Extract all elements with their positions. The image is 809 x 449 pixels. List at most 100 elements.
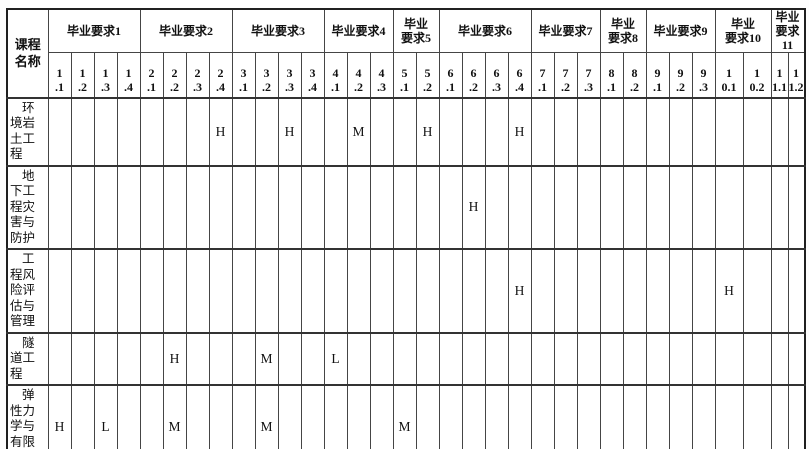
sub-req-header-6.4: 6 .4 <box>507 52 532 99</box>
matrix-cell-10.2 <box>742 384 772 449</box>
corner-header: 课程 名称 <box>6 8 49 98</box>
sub-req-header-3.4: 3 .4 <box>300 52 325 99</box>
matrix-cell-6.4: H <box>507 248 532 333</box>
matrix-cell-6.3 <box>484 97 509 166</box>
matrix-cell-9.2 <box>668 332 693 386</box>
matrix-cell-10.1 <box>714 165 744 250</box>
matrix-cell-9.2 <box>668 165 693 250</box>
matrix-cell-5.1 <box>392 332 417 386</box>
matrix-cell-8.1 <box>599 248 624 333</box>
matrix-cell-4.3 <box>369 97 394 166</box>
matrix-cell-6.4 <box>507 332 532 386</box>
matrix-cell-9.1 <box>645 97 670 166</box>
sub-req-header-9.3: 9 .3 <box>691 52 716 99</box>
matrix-cell-5.2 <box>415 165 440 250</box>
matrix-cell-2.2 <box>162 248 187 333</box>
course-name-cell: 地下工程灾害与防护 <box>6 165 49 250</box>
matrix-cell-7.3 <box>576 248 601 333</box>
matrix-cell-11.1 <box>770 165 789 250</box>
matrix-cell-6.3 <box>484 384 509 449</box>
matrix-cell-8.2 <box>622 332 647 386</box>
matrix-cell-10.2 <box>742 248 772 333</box>
matrix-cell-2.2: H <box>162 332 187 386</box>
sub-req-header-10.2: 1 0.2 <box>742 52 772 99</box>
matrix-cell-7.2 <box>553 165 578 250</box>
req-group-header-4: 毕业要求4 <box>323 8 394 53</box>
sub-req-header-3.1: 3 .1 <box>231 52 256 99</box>
matrix-cell-1.1 <box>47 332 72 386</box>
sub-req-header-11.1: 1 1.1 <box>770 52 789 99</box>
sub-req-header-6.3: 6 .3 <box>484 52 509 99</box>
sub-req-header-7.1: 7 .1 <box>530 52 555 99</box>
matrix-cell-9.1 <box>645 165 670 250</box>
matrix-cell-7.3 <box>576 332 601 386</box>
matrix-cell-10.2 <box>742 332 772 386</box>
matrix-cell-3.1 <box>231 248 256 333</box>
sub-req-header-4.1: 4 .1 <box>323 52 348 99</box>
matrix-cell-4.2 <box>346 384 371 449</box>
matrix-cell-8.1 <box>599 165 624 250</box>
matrix-cell-2.3 <box>185 248 210 333</box>
matrix-cell-4.1 <box>323 165 348 250</box>
matrix-cell-2.4 <box>208 384 233 449</box>
matrix-cell-4.1 <box>323 248 348 333</box>
matrix-cell-3.2 <box>254 248 279 333</box>
matrix-cell-6.3 <box>484 165 509 250</box>
matrix-cell-10.1 <box>714 332 744 386</box>
sub-req-header-2.1: 2 .1 <box>139 52 164 99</box>
sub-req-header-2.4: 2 .4 <box>208 52 233 99</box>
matrix-cell-1.4 <box>116 97 141 166</box>
matrix-cell-7.3 <box>576 384 601 449</box>
matrix-cell-10.1 <box>714 384 744 449</box>
matrix-cell-4.3 <box>369 332 394 386</box>
matrix-cell-3.2 <box>254 165 279 250</box>
matrix-cell-7.2 <box>553 332 578 386</box>
matrix-cell-2.3 <box>185 165 210 250</box>
matrix-cell-1.3: L <box>93 384 118 449</box>
sub-req-header-1.1: 1 .1 <box>47 52 72 99</box>
course-requirement-matrix: 课程 名称 毕业要求1 毕业要求2 毕业要求3 毕业要求4 毕业 要求5 毕业要求6 毕业要… <box>6 8 806 449</box>
sub-req-header-10.1: 1 0.1 <box>714 52 744 99</box>
sub-req-header-2.2: 2 .2 <box>162 52 187 99</box>
matrix-cell-3.1 <box>231 165 256 250</box>
table-row: 工程风险评估与管理 H H <box>6 248 805 333</box>
sub-req-header-9.2: 9 .2 <box>668 52 693 99</box>
table-row: 环境岩土工程 H H M H H <box>6 97 805 166</box>
matrix-cell-1.3 <box>93 248 118 333</box>
req-group-header-1: 毕业要求1 <box>47 8 141 53</box>
sub-req-header-1.2: 1 .2 <box>70 52 95 99</box>
matrix-cell-7.1 <box>530 165 555 250</box>
matrix-cell-9.1 <box>645 332 670 386</box>
matrix-cell-3.1 <box>231 97 256 166</box>
matrix-cell-2.3 <box>185 384 210 449</box>
group-header-row: 课程 名称 毕业要求1 毕业要求2 毕业要求3 毕业要求4 毕业 要求5 毕业要求6 毕业要… <box>6 8 805 98</box>
matrix-cell-7.1 <box>530 97 555 166</box>
matrix-cell-8.1 <box>599 332 624 386</box>
matrix-cell-9.3 <box>691 248 716 333</box>
sub-req-header-6.1: 6 .1 <box>438 52 463 99</box>
matrix-cell-8.2 <box>622 97 647 166</box>
sub-req-header-7.2: 7 .2 <box>553 52 578 99</box>
matrix-cell-6.1 <box>438 384 463 449</box>
matrix-cell-5.2: H <box>415 97 440 166</box>
matrix-cell-10.2 <box>742 165 772 250</box>
matrix-cell-1.4 <box>116 384 141 449</box>
matrix-cell-3.4 <box>300 248 325 333</box>
req-group-header-9: 毕业要求9 <box>645 8 716 53</box>
matrix-cell-11.2 <box>787 332 805 386</box>
matrix-cell-4.1: L <box>323 332 348 386</box>
matrix-cell-1.3 <box>93 97 118 166</box>
matrix-cell-9.2 <box>668 248 693 333</box>
sub-header-row: 1 .1 1 .2 1 .3 1 .4 2 .1 2 .2 2 .3 2 .4 3 .1 3 .2… <box>7 52 805 99</box>
matrix-cell-7.3 <box>576 97 601 166</box>
matrix-cell-1.1 <box>47 97 72 166</box>
matrix-cell-2.2 <box>162 97 187 166</box>
sub-req-header-3.2: 3 .2 <box>254 52 279 99</box>
req-group-header-3: 毕业要求3 <box>231 8 325 53</box>
matrix-cell-7.3 <box>576 165 601 250</box>
matrix-cell-7.2 <box>553 384 578 449</box>
matrix-cell-1.1 <box>47 165 72 250</box>
matrix-cell-2.1 <box>139 384 164 449</box>
matrix-cell-9.3 <box>691 332 716 386</box>
req-group-header-6: 毕业要求6 <box>438 8 532 53</box>
